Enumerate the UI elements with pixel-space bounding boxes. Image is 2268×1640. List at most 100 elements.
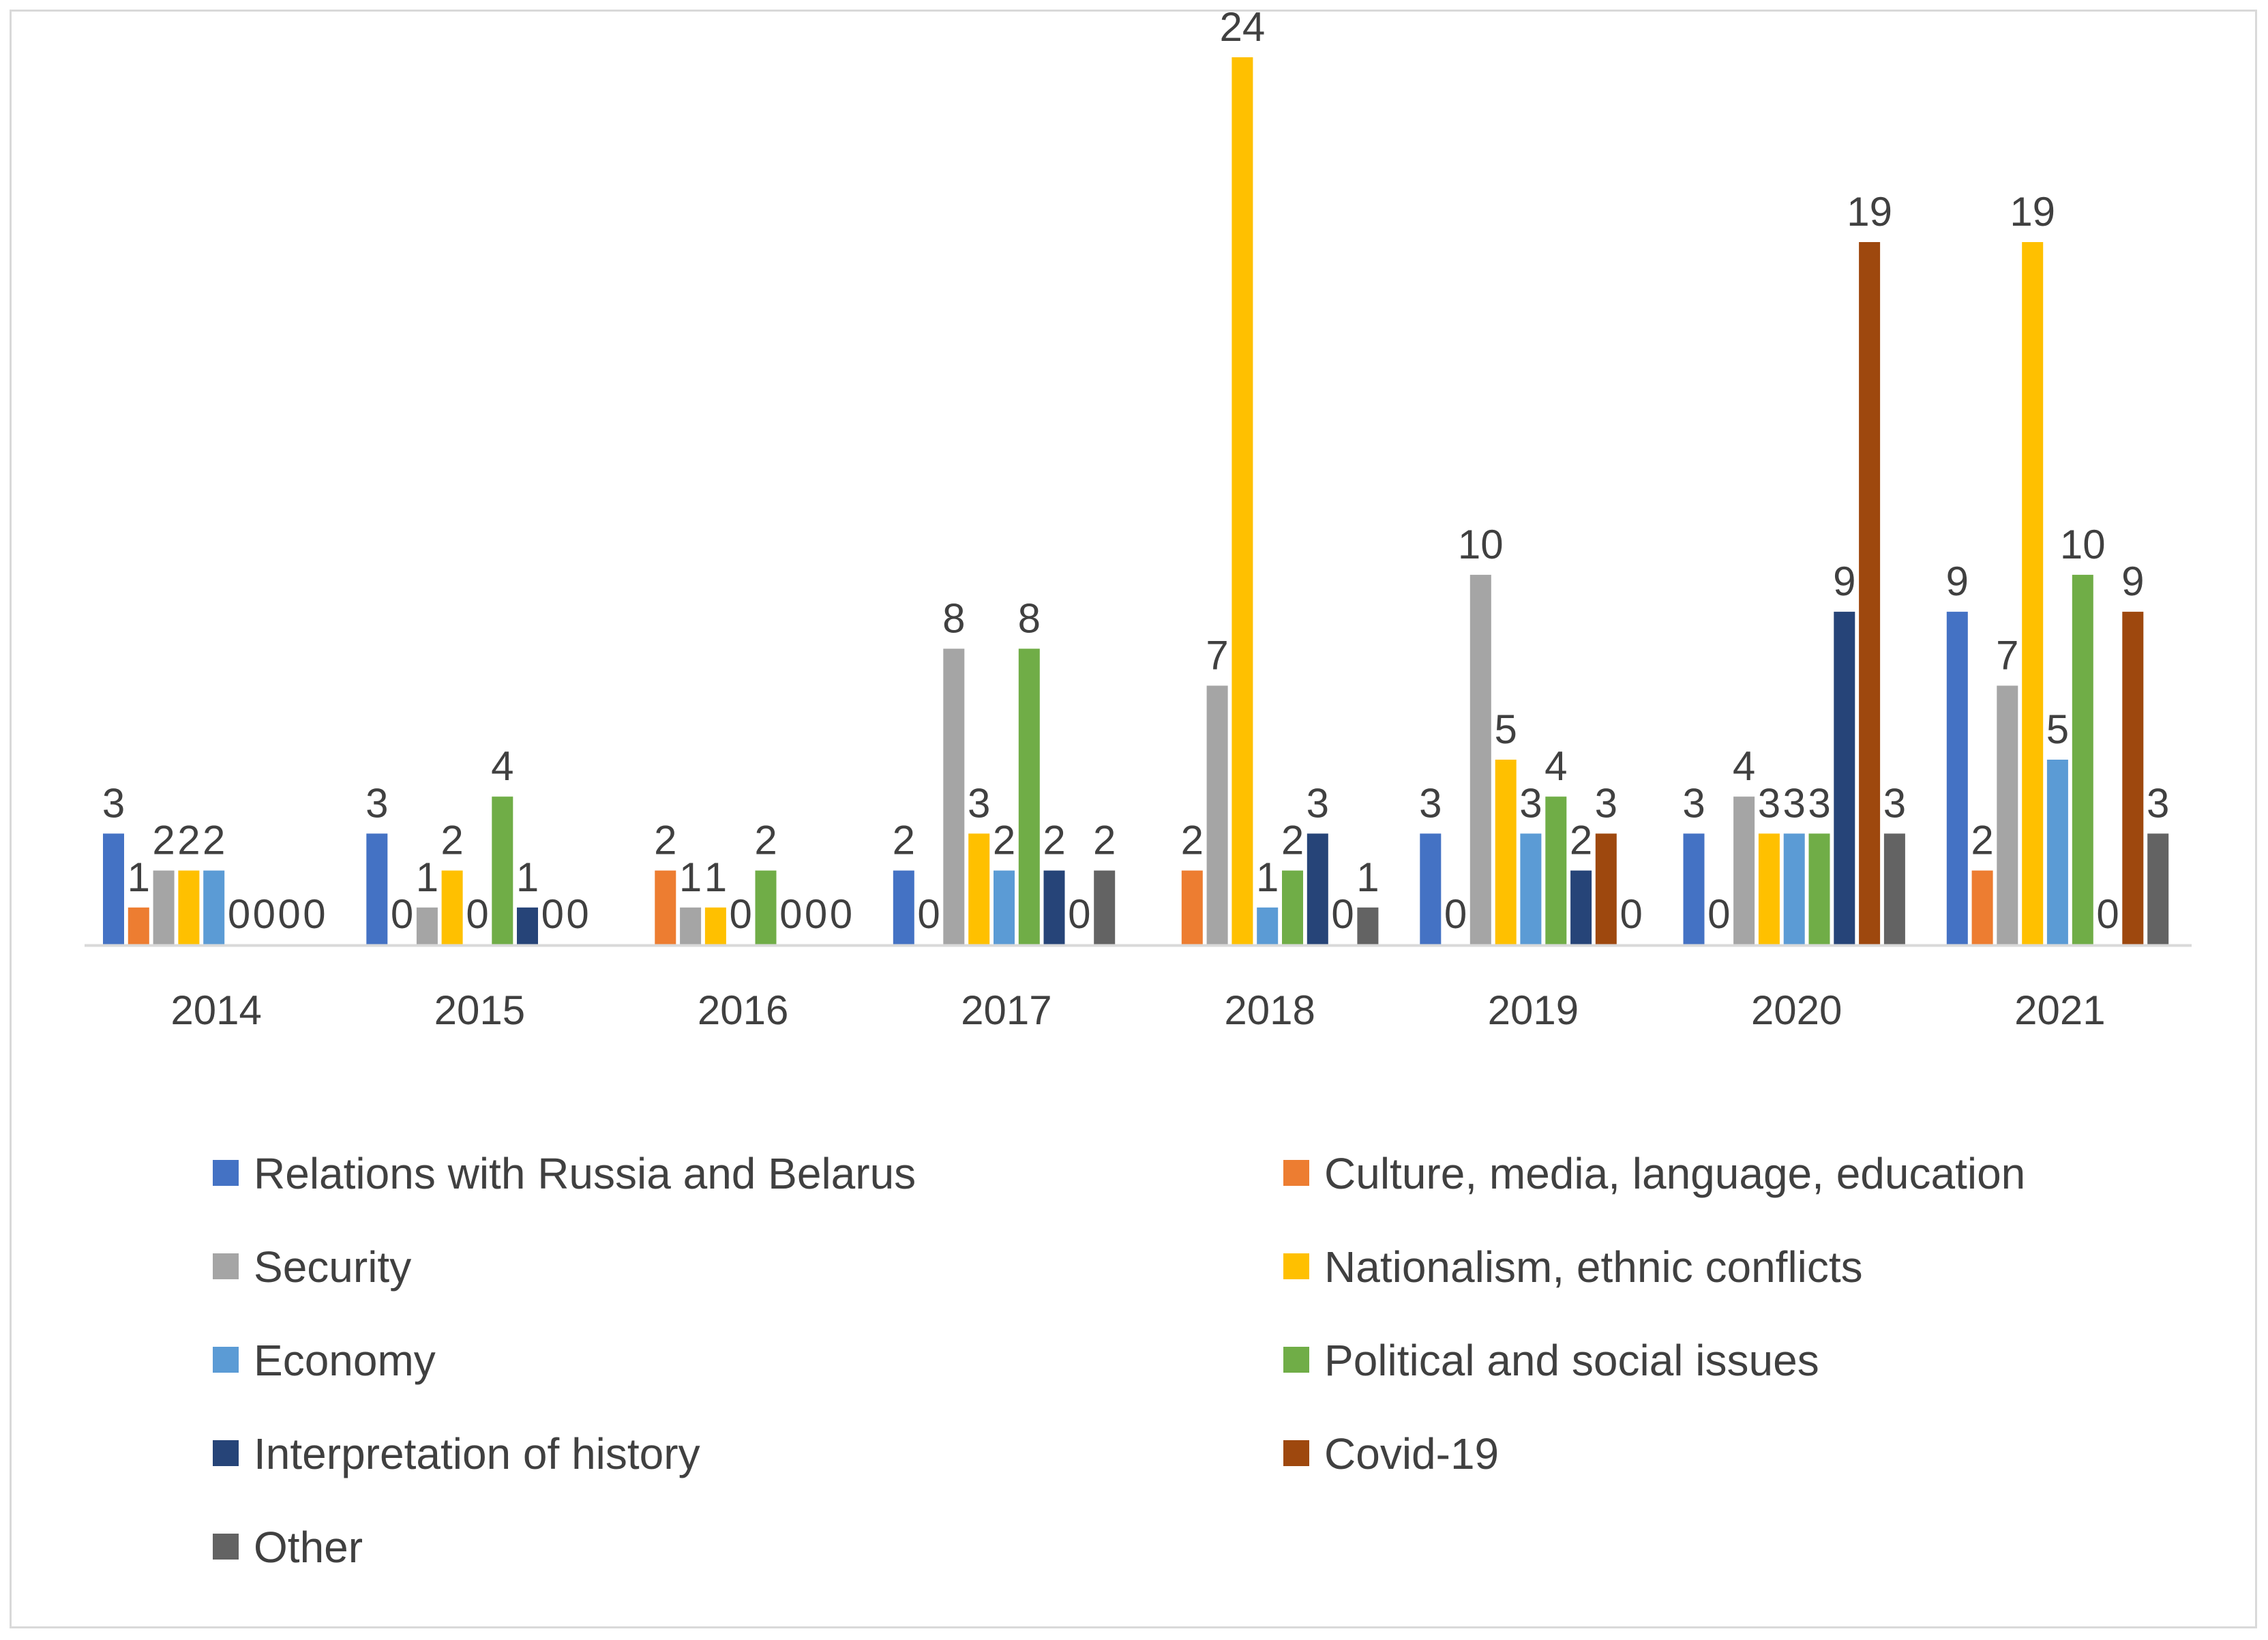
bar-2020-s3 xyxy=(1758,833,1780,944)
bar-2021-s7 xyxy=(2122,612,2144,944)
legend-label: Economy xyxy=(254,1336,436,1385)
data-label-2021-s7: 9 xyxy=(2121,558,2144,604)
data-label-2014-s7: 0 xyxy=(278,891,300,937)
data-label-2019-s1: 0 xyxy=(1444,891,1467,937)
data-label-2016-s1: 2 xyxy=(654,818,676,863)
data-label-2016-s4: 0 xyxy=(730,891,752,937)
data-label-2018-s3: 24 xyxy=(1220,4,1266,50)
data-label-2015-s4: 0 xyxy=(466,891,488,937)
data-label-2018-s5: 2 xyxy=(1281,818,1304,863)
data-label-2021-s3: 19 xyxy=(2010,189,2055,235)
bar-2017-s8 xyxy=(1094,870,1116,944)
legend-swatch xyxy=(213,1534,239,1560)
data-label-2020-s4: 3 xyxy=(1783,780,1806,826)
data-label-2021-s8: 3 xyxy=(2147,780,2169,826)
bar-2017-s5 xyxy=(1018,648,1040,944)
data-label-2021-s4: 5 xyxy=(2046,706,2069,752)
data-label-2018-s1: 2 xyxy=(1181,818,1204,863)
data-label-2017-s1: 0 xyxy=(917,891,940,937)
chart-frame xyxy=(10,10,2257,1628)
data-label-2019-s4: 3 xyxy=(1519,780,1542,826)
bar-2017-s2 xyxy=(943,648,965,944)
legend-label: Interpretation of history xyxy=(254,1429,700,1478)
data-label-2020-s1: 0 xyxy=(1707,891,1730,937)
data-label-2019-s6: 2 xyxy=(1570,818,1592,863)
bar-2018-s3 xyxy=(1232,57,1253,944)
legend-swatch xyxy=(1283,1347,1309,1373)
data-label-2019-s7: 3 xyxy=(1595,780,1617,826)
data-label-2020-s6: 9 xyxy=(1833,558,1855,604)
data-label-2019-s5: 4 xyxy=(1545,743,1567,789)
bar-2020-s4 xyxy=(1783,833,1805,944)
bar-2015-s0 xyxy=(366,833,388,944)
bar-2014-s4 xyxy=(203,870,225,944)
legend-item-6: Interpretation of history xyxy=(213,1429,700,1478)
bar-2017-s0 xyxy=(893,870,914,944)
data-label-2014-s5: 0 xyxy=(228,891,250,937)
x-tick-label-2021: 2021 xyxy=(2014,987,2105,1033)
bar-2014-s1 xyxy=(128,907,149,944)
data-label-2021-s6: 0 xyxy=(2096,891,2119,937)
data-label-2018-s8: 1 xyxy=(1356,854,1379,900)
data-label-2020-s5: 3 xyxy=(1808,780,1830,826)
data-label-2017-s3: 3 xyxy=(968,780,990,826)
x-tick-label-2017: 2017 xyxy=(961,987,1051,1033)
bar-2015-s6 xyxy=(517,907,538,944)
legend-item-0: Relations with Russia and Belarus xyxy=(213,1149,916,1198)
data-label-2014-s0: 3 xyxy=(102,780,125,826)
legend-label: Nationalism, ethnic conflicts xyxy=(1324,1242,1863,1292)
legend-label: Other xyxy=(254,1523,363,1572)
legend-item-7: Covid-19 xyxy=(1283,1429,1499,1478)
bar-2019-s4 xyxy=(1520,833,1542,944)
bar-2015-s2 xyxy=(416,907,438,944)
data-label-2019-s0: 3 xyxy=(1419,780,1442,826)
bar-2020-s2 xyxy=(1733,796,1755,944)
data-label-2014-s2: 2 xyxy=(152,818,175,863)
bar-2021-s1 xyxy=(1971,870,1993,944)
data-label-2015-s8: 0 xyxy=(566,891,588,937)
legend-item-3: Nationalism, ethnic conflicts xyxy=(1283,1242,1863,1292)
data-label-2017-s8: 2 xyxy=(1093,818,1116,863)
data-label-2018-s7: 0 xyxy=(1331,891,1354,937)
bar-2018-s4 xyxy=(1257,907,1279,944)
bar-2017-s6 xyxy=(1043,870,1065,944)
bar-2019-s6 xyxy=(1570,870,1592,944)
bar-2021-s4 xyxy=(2046,760,2068,944)
bar-2018-s2 xyxy=(1206,685,1228,944)
legend-swatch xyxy=(213,1253,239,1279)
data-label-2021-s2: 7 xyxy=(1996,633,2018,679)
bar-2018-s5 xyxy=(1282,870,1303,944)
bar-2015-s3 xyxy=(441,870,463,944)
legend-item-5: Political and social issues xyxy=(1283,1336,1819,1385)
bar-2019-s5 xyxy=(1545,796,1567,944)
bar-2018-s6 xyxy=(1307,833,1328,944)
bar-2021-s8 xyxy=(2147,833,2169,944)
legend-swatch xyxy=(213,1440,239,1466)
bar-2014-s3 xyxy=(178,870,200,944)
data-label-2015-s7: 0 xyxy=(541,891,564,937)
legend-item-4: Economy xyxy=(213,1336,436,1385)
legend: Relations with Russia and Belarus Culture… xyxy=(213,1149,2025,1572)
legend-item-8: Other xyxy=(213,1523,363,1572)
data-label-2017-s0: 2 xyxy=(893,818,915,863)
legend-swatch xyxy=(1283,1440,1309,1466)
x-tick-label-2019: 2019 xyxy=(1488,987,1579,1033)
legend-label: Culture, media, language, education xyxy=(1324,1149,2025,1198)
data-label-2019-s2: 10 xyxy=(1458,522,1504,567)
bars-layer xyxy=(103,57,2169,944)
data-label-2015-s0: 3 xyxy=(365,780,388,826)
data-label-2016-s3: 1 xyxy=(704,854,727,900)
data-label-2016-s8: 0 xyxy=(830,891,852,937)
data-label-2020-s3: 3 xyxy=(1758,780,1780,826)
bar-2018-s1 xyxy=(1181,870,1203,944)
bar-2016-s3 xyxy=(704,907,726,944)
data-label-2019-s3: 5 xyxy=(1495,706,1517,752)
bar-2020-s5 xyxy=(1808,833,1830,944)
legend-swatch xyxy=(1283,1253,1309,1279)
bar-2018-s8 xyxy=(1357,907,1379,944)
data-label-2020-s0: 3 xyxy=(1682,780,1705,826)
x-tick-label-2016: 2016 xyxy=(698,987,788,1033)
bar-2021-s5 xyxy=(2072,574,2093,944)
